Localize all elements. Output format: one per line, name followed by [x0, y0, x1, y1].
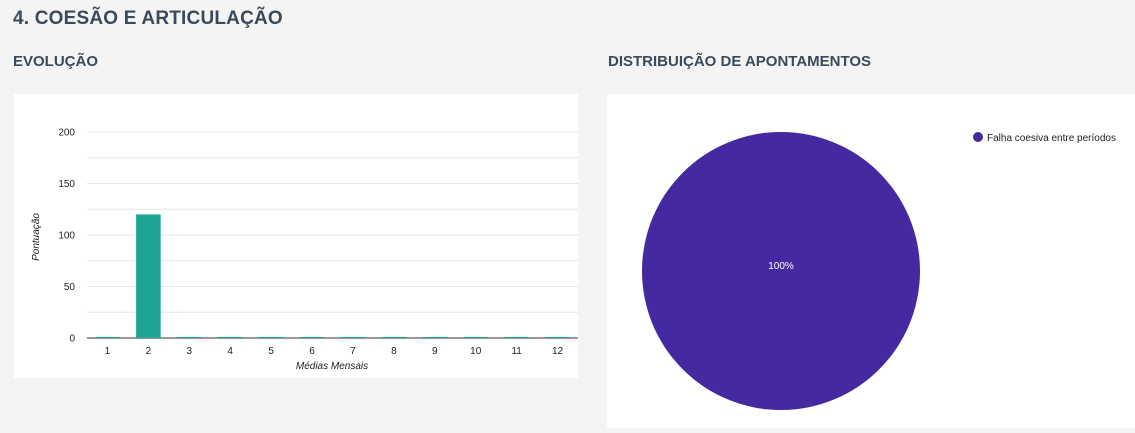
- y-tick-label: 0: [69, 334, 75, 345]
- bar: [422, 337, 448, 338]
- legend-label: Falha coesiva entre períodos: [987, 133, 1116, 144]
- x-tick-label: 2: [146, 346, 152, 357]
- bar: [381, 337, 407, 338]
- distribution-title: DISTRIBUIÇÃO DE APONTAMENTOS: [608, 53, 872, 70]
- bar: [136, 214, 161, 338]
- bar: [95, 337, 120, 338]
- legend: Falha coesiva entre períodos: [973, 132, 1116, 144]
- bar-chart-card: 0 50 100 150 200 1 2 3 4 5 6 7 8 9 10 11 12 Pontuação M…: [14, 94, 578, 378]
- bar: [177, 337, 202, 338]
- bar: [545, 337, 570, 338]
- y-tick-label: 50: [64, 282, 76, 293]
- pie-slices: 100%: [642, 132, 920, 410]
- legend-marker: [973, 132, 983, 142]
- bar: [504, 337, 529, 338]
- x-tick-label: 12: [552, 346, 564, 357]
- x-tick-label: 7: [350, 346, 356, 357]
- y-tick-label: 150: [58, 179, 75, 190]
- x-tick-label: 10: [470, 346, 482, 357]
- pie-slice: [642, 132, 920, 410]
- grid-layer: [87, 131, 578, 339]
- x-tick-label: 8: [391, 346, 397, 357]
- pie-chart: 100% Falha coesiva entre períodos: [642, 132, 1116, 410]
- x-tick-label: 6: [309, 346, 315, 357]
- x-tick-label: 11: [511, 346, 522, 357]
- y-axis-label: Pontuação: [31, 213, 42, 261]
- section-title: 4. COESÃO E ARTICULAÇÃO: [13, 8, 283, 29]
- bar: [463, 337, 488, 338]
- bars: [95, 214, 570, 338]
- y-tick-label: 100: [58, 231, 75, 242]
- x-tick-label: 1: [105, 346, 111, 357]
- x-tick-label: 9: [432, 346, 438, 357]
- x-tick-label: 3: [187, 346, 193, 357]
- x-tick-label: 5: [268, 346, 274, 357]
- pie-slice-label: 100%: [768, 261, 794, 272]
- x-ticks: 1 2 3 4 5 6 7 8 9 10 11 12: [105, 346, 564, 357]
- bar: [217, 337, 243, 338]
- bar: [340, 337, 366, 338]
- x-tick-label: 4: [227, 346, 233, 357]
- x-axis-label: Médias Mensais: [296, 361, 368, 372]
- pie-chart-card: 100% Falha coesiva entre períodos: [607, 94, 1135, 428]
- bar: [299, 337, 325, 338]
- bar: [258, 337, 284, 338]
- evolution-title: EVOLUÇÃO: [13, 53, 99, 70]
- y-ticks: 0 50 100 150 200: [58, 128, 75, 345]
- y-tick-label: 200: [58, 128, 75, 139]
